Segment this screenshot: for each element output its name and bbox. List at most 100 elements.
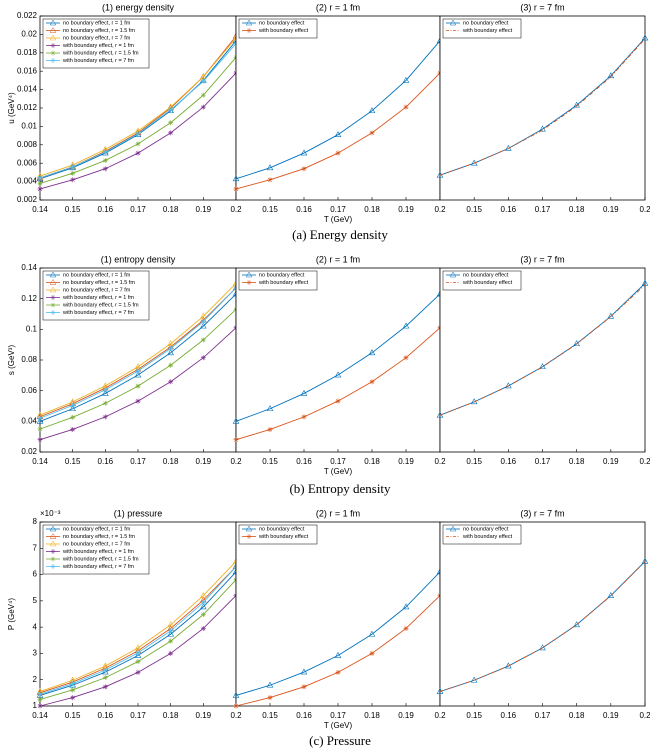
legend-label: no boundary effect (259, 526, 305, 532)
marker (37, 696, 43, 702)
marker (168, 628, 174, 634)
marker (102, 387, 108, 393)
marker (335, 150, 341, 156)
y-axis-label: u (GeV⁴) (7, 92, 16, 124)
x-tick-label: 0.14 (32, 457, 48, 466)
legend-marker (245, 525, 253, 532)
marker (168, 650, 174, 656)
marker (167, 340, 174, 347)
marker (369, 650, 375, 656)
x-tick-label: 0.16 (501, 205, 517, 214)
marker (403, 355, 409, 361)
marker (167, 630, 174, 637)
legend-box (442, 18, 522, 39)
y-axis-label: s (GeV³) (7, 345, 16, 376)
x-tick-label: 0.17 (535, 457, 551, 466)
plot-area (439, 267, 646, 453)
y-axis-label: P (GeV⁴) (7, 598, 16, 631)
marker (36, 417, 44, 424)
marker (369, 130, 375, 136)
marker (70, 687, 76, 693)
x-tick-label: 0.19 (196, 205, 212, 214)
marker (200, 73, 207, 80)
x-tick-label: 0.19 (603, 205, 619, 214)
marker (37, 691, 43, 697)
x-tick-label: 0.2 (230, 457, 242, 466)
legend-label: no boundary effect, r = 1.5 fm (63, 280, 135, 286)
marker (102, 414, 108, 420)
x-tick-label: 0.19 (603, 457, 619, 466)
y-tick-label: 0.014 (17, 85, 38, 94)
legend-label: with boundary effect (462, 534, 513, 540)
marker (334, 371, 342, 378)
series-line (235, 293, 441, 422)
marker (135, 383, 141, 389)
plot-area (235, 267, 441, 453)
legend-label: no boundary effect, r = 7 fm (63, 35, 131, 41)
panel-title: (3) r = 7 fm (520, 508, 564, 518)
marker (37, 415, 43, 421)
y-tick-label: 2 (33, 675, 38, 684)
x-tick-label: 0.19 (398, 205, 414, 214)
panel-title: (3) r = 7 fm (520, 254, 564, 264)
y-tick-label: 0.02 (21, 30, 37, 39)
marker (102, 667, 108, 673)
y-tick-label: 0.002 (17, 195, 38, 204)
x-tick-label: 0.15 (466, 457, 482, 466)
y-tick-label: 5 (33, 596, 38, 605)
legend-label: no boundary effect, r = 1 fm (63, 272, 131, 278)
y-tick-label: 6 (33, 570, 38, 579)
x-tick-label: 0.2 (639, 457, 650, 466)
x-tick-label: 0.16 (501, 457, 517, 466)
x-tick-label: 0.16 (296, 711, 312, 720)
marker (200, 625, 206, 631)
legend-label: with boundary effect (462, 28, 513, 34)
marker (37, 186, 43, 192)
marker (102, 389, 109, 396)
panel-title: (3) r = 7 fm (520, 2, 564, 12)
legend-label: no boundary effect (259, 272, 305, 278)
marker (70, 177, 76, 183)
marker (232, 417, 240, 424)
legend-label: with boundary effect (258, 28, 309, 34)
marker (168, 362, 174, 368)
marker (135, 150, 141, 156)
legend-marker (449, 271, 457, 278)
legend-label: no boundary effect, r = 7 fm (63, 287, 131, 293)
y-tick-label: 0.004 (17, 177, 38, 186)
marker (135, 141, 141, 147)
marker (37, 180, 43, 186)
x-tick-label: 0.2 (434, 457, 446, 466)
marker (403, 104, 409, 110)
panel-title: (1) pressure (114, 508, 163, 518)
marker (102, 675, 108, 681)
series-line (39, 293, 237, 422)
panel-title: (1) entropy density (101, 254, 176, 264)
legend-label: with boundary effect, r = 7 fm (62, 564, 134, 570)
x-tick-label: 0.19 (603, 711, 619, 720)
legend-label: no boundary effect (463, 20, 509, 26)
marker (70, 402, 76, 408)
marker (267, 695, 273, 701)
marker (300, 149, 308, 156)
marker (607, 591, 615, 598)
marker (233, 703, 239, 709)
x-axis-label: T (GeV) (324, 467, 353, 476)
marker (168, 638, 174, 644)
marker (301, 166, 307, 172)
x-tick-label: 0.15 (262, 457, 278, 466)
marker (102, 166, 108, 172)
series-line (39, 561, 237, 692)
x-tick-label: 0.18 (569, 711, 585, 720)
x-tick-label: 0.15 (262, 205, 278, 214)
x-tick-label: 0.15 (466, 711, 482, 720)
legend-marker (246, 28, 252, 33)
caption: (c) Pressure (309, 733, 371, 748)
marker (37, 175, 43, 181)
marker (102, 157, 108, 163)
marker (168, 107, 174, 113)
marker (37, 703, 43, 709)
x-axis-label: T (GeV) (324, 215, 353, 224)
marker (641, 557, 649, 564)
marker (402, 603, 410, 610)
